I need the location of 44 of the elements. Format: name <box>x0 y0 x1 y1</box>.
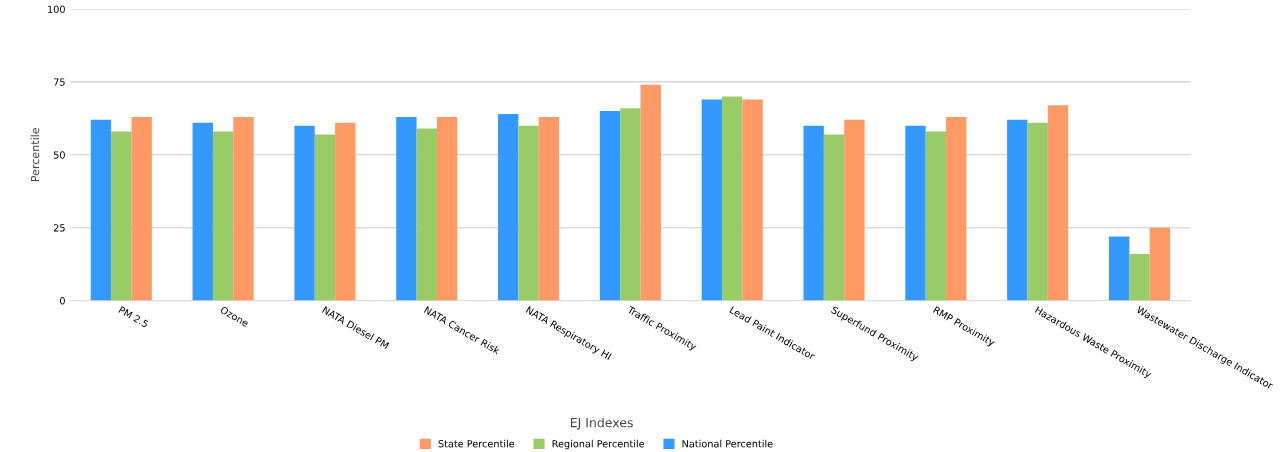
bar <box>823 134 845 301</box>
bar <box>844 119 865 301</box>
y-tick-label: 50 <box>53 151 65 159</box>
y-tick-label: 0 <box>59 297 65 305</box>
bar <box>1047 105 1069 301</box>
y-axis-title: Percentile <box>30 128 40 182</box>
bar <box>294 125 315 301</box>
bar <box>1027 122 1048 301</box>
legend-label: Regional Percentile <box>552 439 645 450</box>
bar <box>803 125 824 301</box>
bar <box>925 131 947 301</box>
x-tick-label: PM 2.5 <box>118 306 149 328</box>
bar <box>701 99 723 301</box>
bar <box>314 134 336 301</box>
y-tick-label: 25 <box>53 224 65 232</box>
bar <box>90 119 112 301</box>
legend-label: State Percentile <box>438 439 515 448</box>
bar <box>742 99 763 301</box>
y-tick-label: 75 <box>53 78 65 86</box>
bar <box>498 113 519 301</box>
bar <box>1129 253 1150 301</box>
bar <box>518 125 539 301</box>
bar <box>1149 227 1171 301</box>
bar <box>620 108 641 301</box>
bar <box>905 125 926 301</box>
bar <box>436 116 458 301</box>
bar <box>131 116 152 301</box>
bar <box>599 111 621 301</box>
bar <box>722 96 743 301</box>
x-axis-title: EJ Indexes <box>570 417 633 430</box>
bar <box>192 122 213 301</box>
bar <box>640 84 661 301</box>
bar <box>233 116 254 301</box>
bar <box>1007 119 1028 301</box>
bar <box>212 131 234 301</box>
bar <box>946 116 967 301</box>
bar <box>111 131 132 301</box>
bar <box>1108 236 1130 301</box>
bar <box>396 116 417 301</box>
bar <box>335 122 356 301</box>
legend-label: National Percentile <box>682 439 773 448</box>
bar <box>538 116 560 301</box>
y-tick-label: 100 <box>48 5 65 13</box>
bar <box>416 128 437 301</box>
